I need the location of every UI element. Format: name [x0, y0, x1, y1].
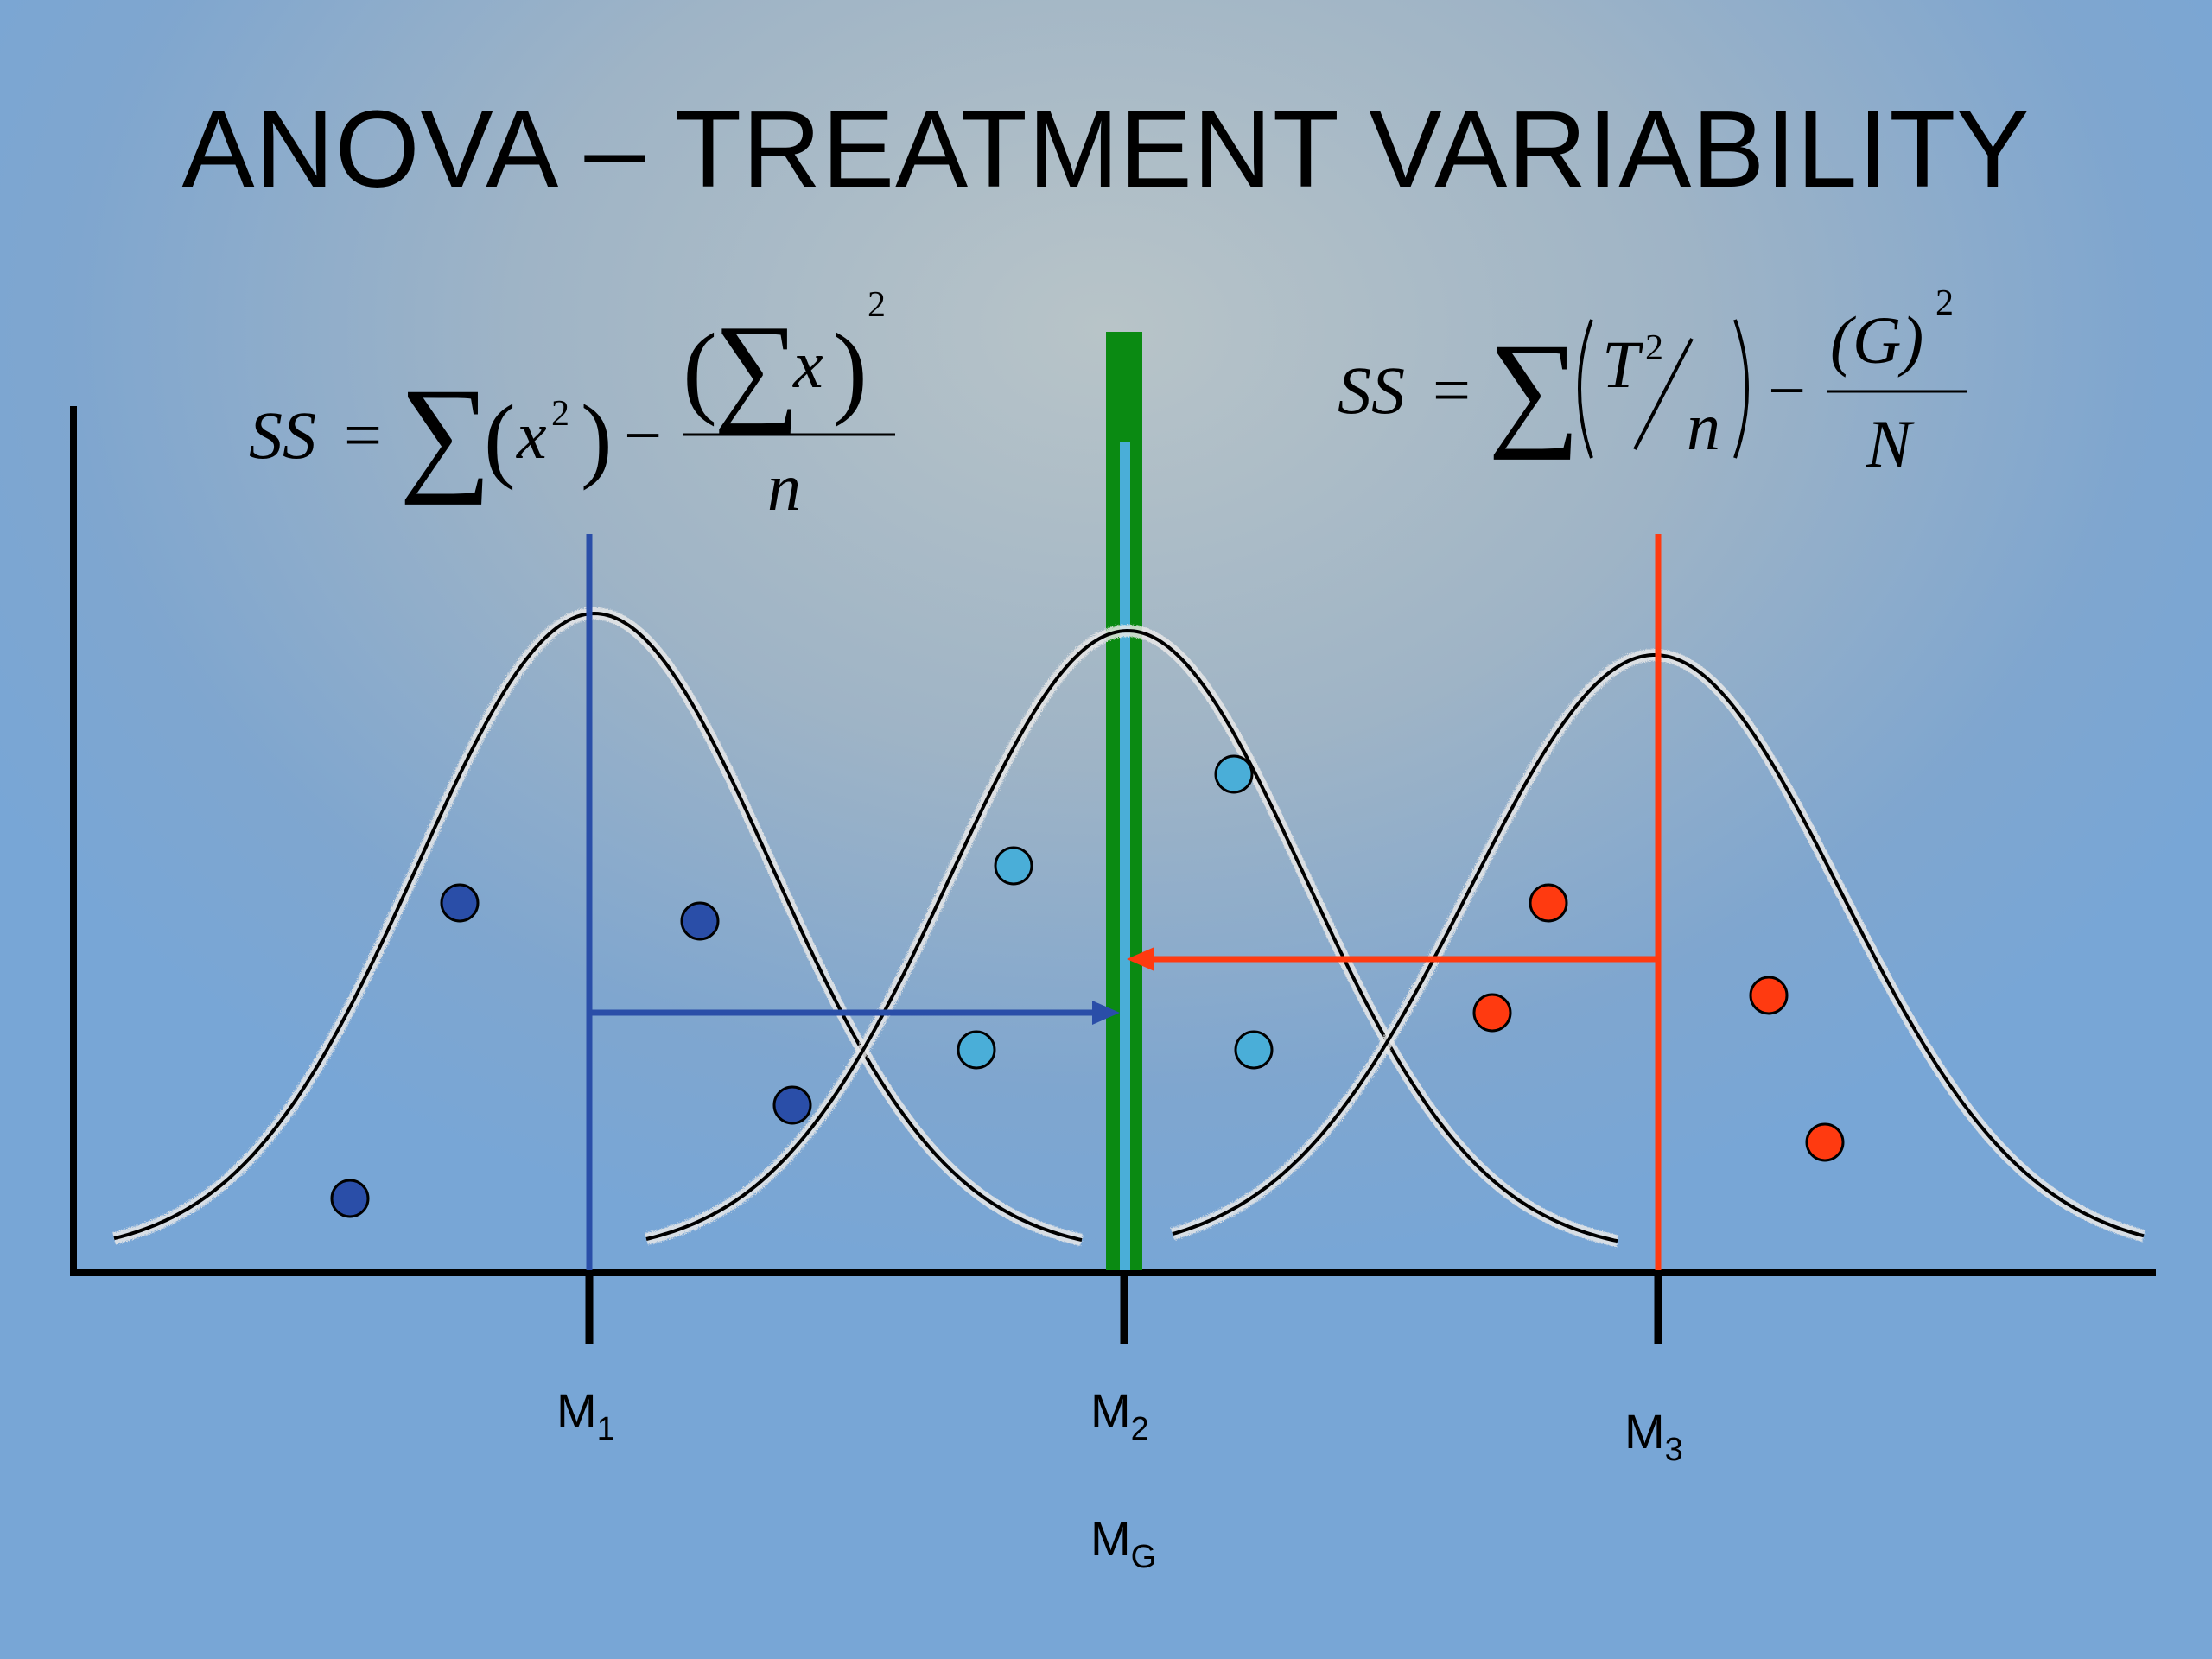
formula-left-rparen: ) — [581, 385, 613, 491]
group2-point — [994, 846, 1033, 886]
group1-point — [330, 1179, 370, 1218]
arrow-m3-to-mg — [1127, 947, 1658, 971]
formula-right-ss: SS — [1338, 353, 1405, 428]
label-m2: M2 — [1090, 1383, 1149, 1447]
label-m1: M1 — [556, 1383, 615, 1447]
formula-left-x: x — [516, 397, 547, 473]
formula-left-num-x: x — [792, 327, 823, 402]
formula-right-T-exp: 2 — [1645, 328, 1663, 368]
curve-group2 — [645, 624, 1619, 1248]
group2-point — [1234, 1030, 1274, 1070]
formula-right-n: n — [1687, 389, 1720, 464]
formula-right-N: N — [1866, 406, 1915, 481]
formula-right-minus: − — [1768, 353, 1806, 428]
formula-right-lparen — [1578, 319, 1593, 459]
formula-right-rparen — [1733, 319, 1749, 459]
formula-left-num-sigma-icon: ∑ — [714, 301, 800, 435]
formula-right-G-exp: 2 — [1936, 283, 1954, 323]
formula-left-minus: − — [624, 397, 662, 473]
formula-left-num-exp: 2 — [868, 285, 886, 325]
group1-points — [330, 883, 812, 1218]
group2-point — [1214, 754, 1254, 794]
formula-left-lparen: ( — [484, 385, 516, 491]
group2-points — [957, 754, 1274, 1070]
group1-point — [772, 1085, 812, 1125]
formula-left: SS = ∑ ( x 2 ) − ( ∑ x ) 2 n — [249, 285, 895, 524]
group3-point — [1805, 1122, 1845, 1162]
group3-points — [1472, 883, 1845, 1162]
group3-point — [1749, 976, 1789, 1015]
arrow-m1-to-mg — [589, 1001, 1120, 1025]
formula-right-equals: = — [1433, 353, 1471, 428]
formula-right: SS = ∑ T 2 n − (G) 2 N — [1338, 283, 1967, 481]
formula-left-exp: 2 — [551, 394, 569, 434]
formula-right-G: (G) — [1830, 302, 1923, 378]
formula-left-ss: SS — [249, 397, 316, 473]
formula-left-sigma-icon: ∑ — [399, 362, 492, 505]
curve-group1 — [112, 607, 1084, 1246]
formula-left-num-lparen: ( — [683, 312, 717, 427]
formula-right-sigma-icon: ∑ — [1488, 317, 1580, 461]
label-m3: M3 — [1624, 1404, 1683, 1468]
group2-point — [957, 1030, 996, 1070]
formula-right-T: T — [1602, 327, 1643, 402]
label-mg: MG — [1090, 1511, 1156, 1575]
slide-title: ANOVA – TREATMENT VARIABILITY — [181, 88, 2031, 210]
group1-point — [680, 901, 720, 941]
formula-right-slash — [1633, 338, 1694, 450]
formula-left-equals: = — [344, 397, 382, 473]
group3-point — [1529, 883, 1568, 923]
group1-point — [440, 883, 480, 923]
group3-point — [1472, 993, 1512, 1033]
formula-left-denominator: n — [767, 449, 801, 524]
formula-left-num-rparen: ) — [833, 312, 868, 427]
